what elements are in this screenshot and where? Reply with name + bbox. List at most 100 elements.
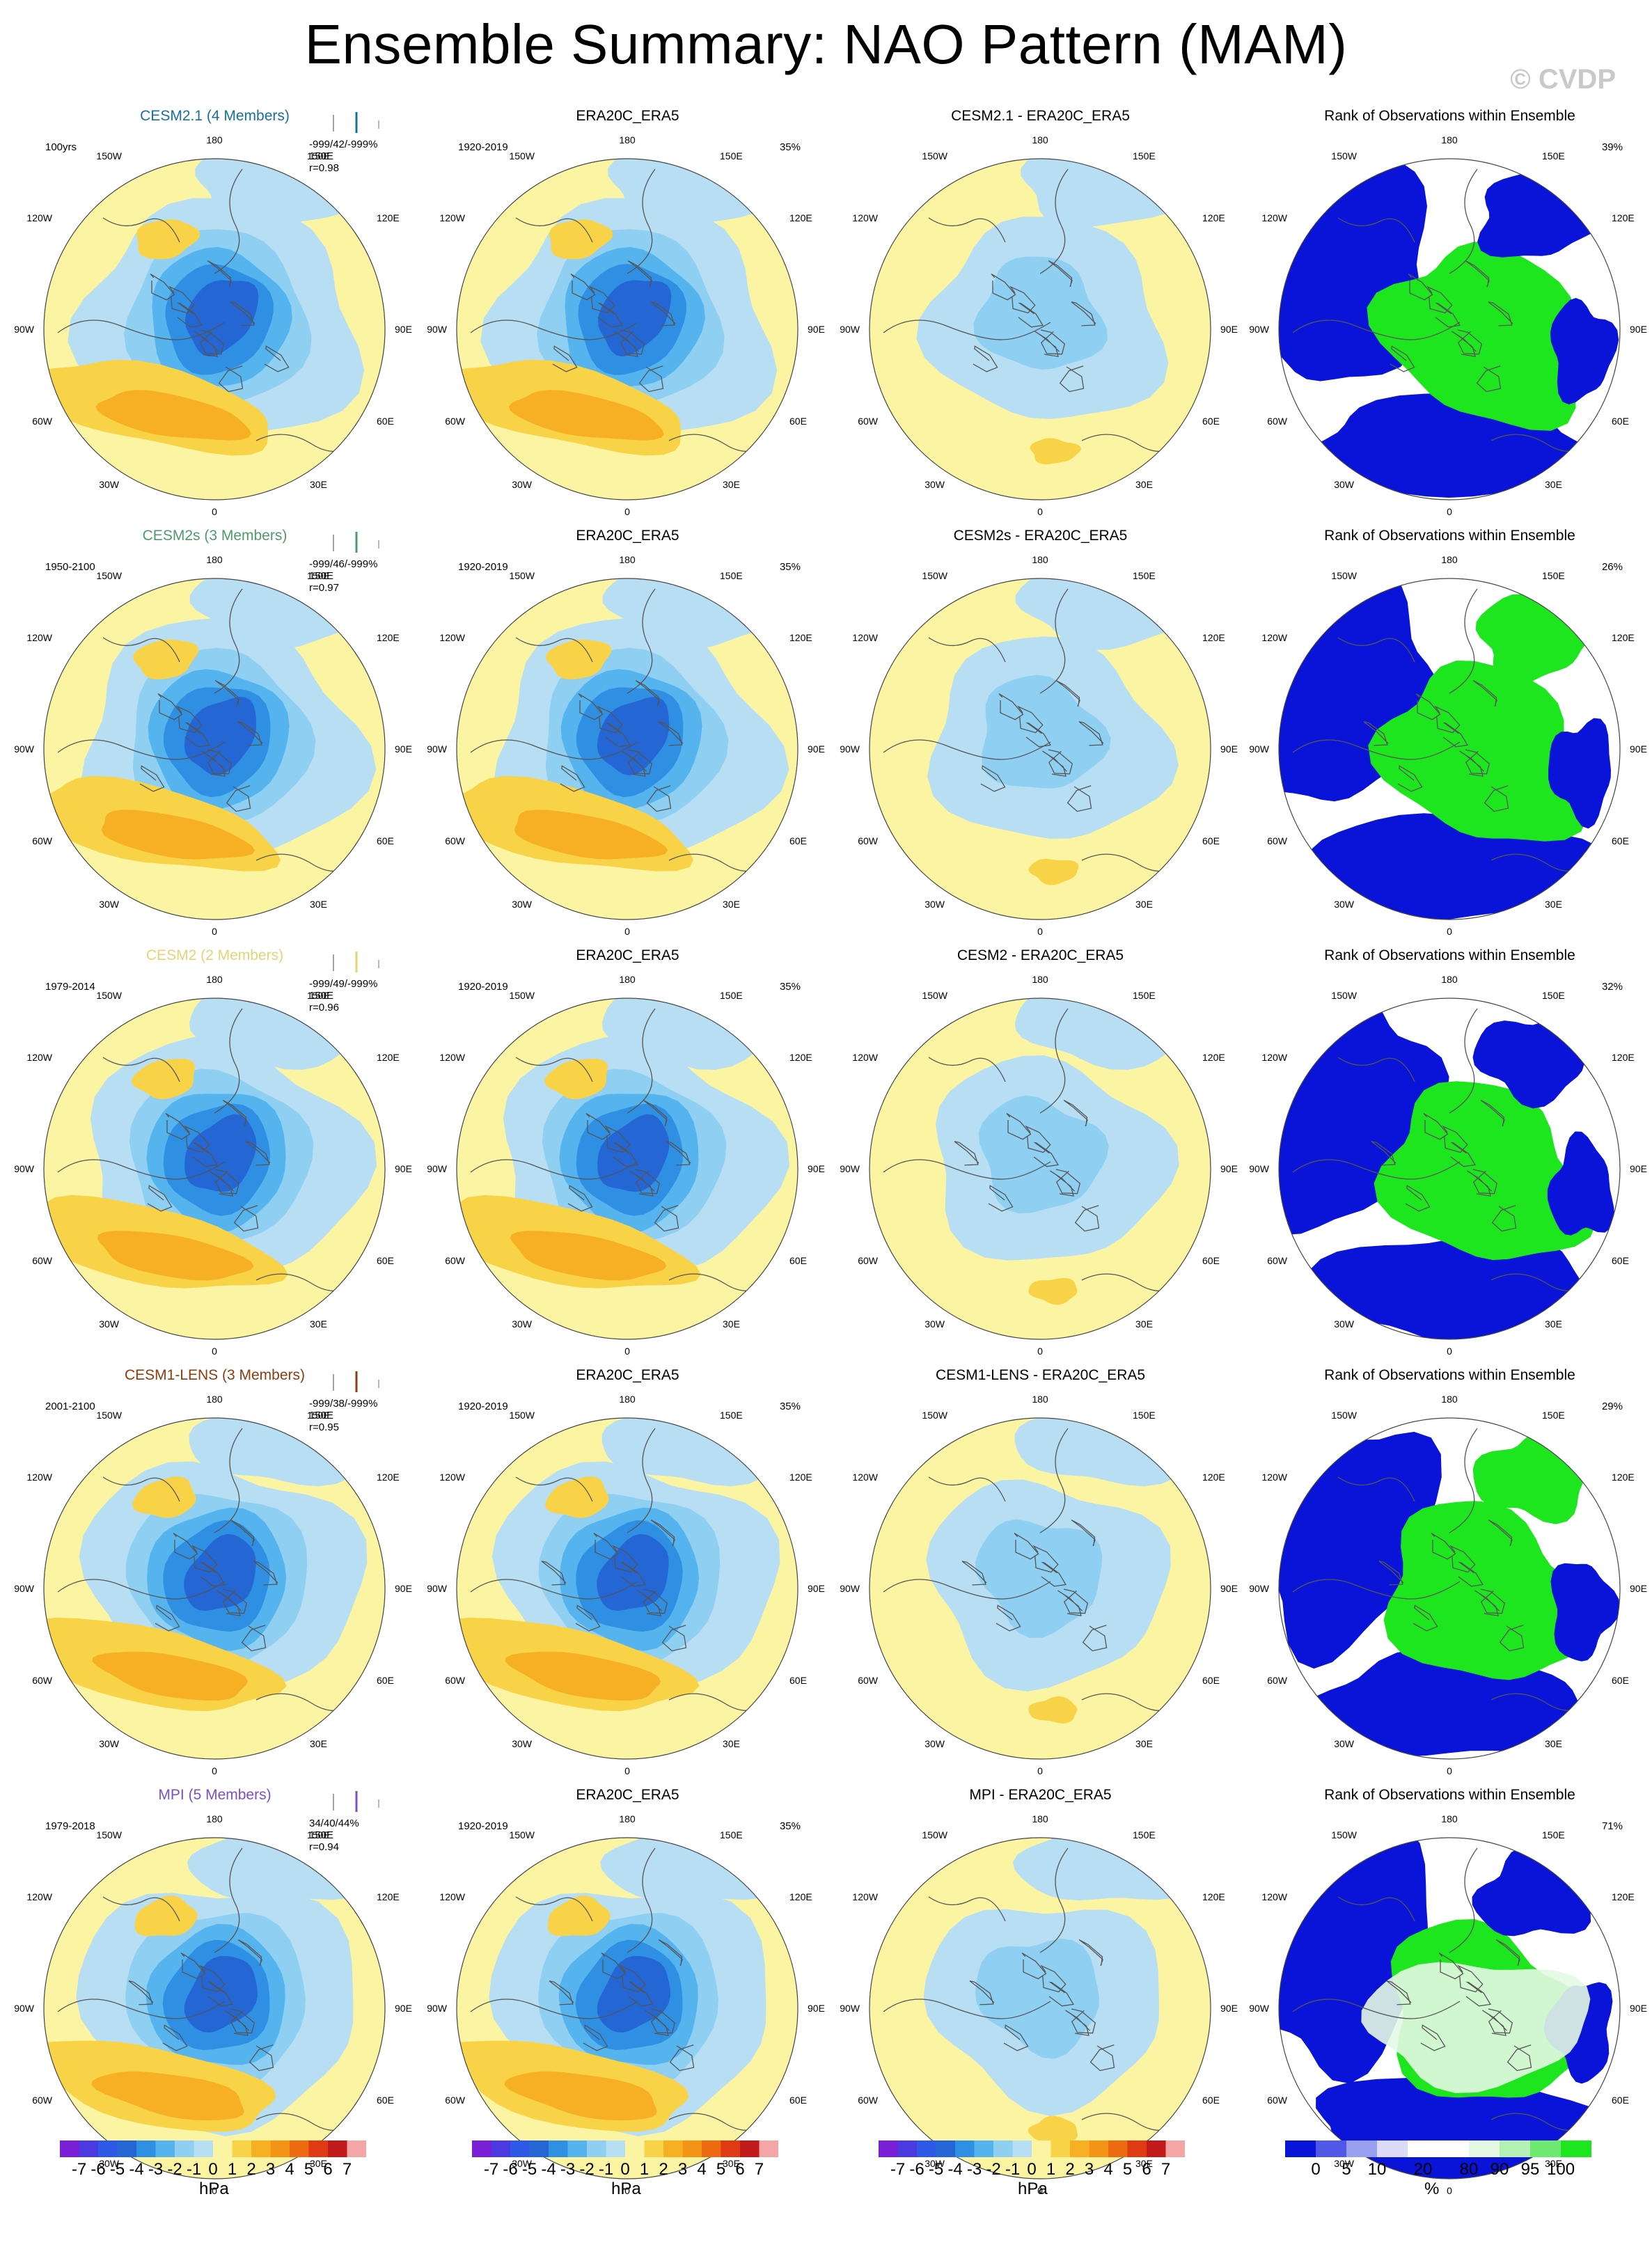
colorbar-tick-label: -7 <box>483 2160 499 2179</box>
coastline <box>1472 1169 1498 1194</box>
colorbar-tick-label: 5 <box>1342 2160 1351 2179</box>
longitude-label: 120W <box>1261 1052 1287 1063</box>
diff-map-panel: 180 150E 120E 90E 60E 30E 0 30W 60W 90W 120W 150W CE… <box>834 528 1247 948</box>
longitude-label: 30W <box>925 899 945 910</box>
colorbar-swatch <box>663 2140 683 2157</box>
coastline <box>1071 1520 1096 1547</box>
obs-title: ERA20C_ERA5 <box>576 108 679 124</box>
longitude-label: 60W <box>858 2095 879 2106</box>
obs-map-panel: 180 150E 120E 90E 60E 30E 0 30W 60W 90W 120W 150W ER… <box>421 1787 834 2207</box>
obs-period: 1920-2019 <box>458 1820 508 1832</box>
longitude-label: 120W <box>439 1891 465 1902</box>
coastline <box>1488 1520 1513 1547</box>
longitude-label: 90W <box>1249 743 1270 755</box>
coastline <box>654 1205 679 1232</box>
colorbar-unit: hPa <box>611 2179 641 2198</box>
coastline <box>207 1981 233 2007</box>
longitude-label: 150E <box>1133 570 1156 581</box>
colorbar-swatch <box>993 2140 1013 2157</box>
longitude-label: 60E <box>377 835 394 846</box>
longitude-label: 180 <box>206 1813 223 1824</box>
longitude-label: 60E <box>1612 416 1629 427</box>
coastline <box>969 1980 995 2005</box>
coastline <box>1021 1953 1047 1980</box>
longitude-label: 60E <box>1612 2095 1629 2106</box>
coastline <box>57 1159 226 1180</box>
coastline <box>214 1847 243 1953</box>
coastline <box>1050 1170 1075 1197</box>
longitude-label: 150E <box>1542 570 1565 581</box>
longitude-label: 0 <box>624 1765 630 1776</box>
polar-stereographic-map: 180 150E 120E 90E 60E 30E 0 30W 60W 90W 120W 150W <box>14 1394 412 1776</box>
rank-map-panel: 180 150E 120E 90E 60E 30E 0 30W 60W 90W 120W 150W Ra… <box>1243 1367 1652 1788</box>
colorbar-swatch <box>682 2140 702 2157</box>
coastline <box>961 1561 987 1586</box>
longitude-label: 60W <box>445 1255 466 1266</box>
map-boundary <box>869 158 1211 500</box>
colorbar-swatch <box>955 2140 975 2157</box>
colorbar-tick-label: 6 <box>1142 2160 1151 2179</box>
coastline <box>928 1057 1006 1082</box>
colorbar-tick-label: 5 <box>304 2160 314 2179</box>
page-title: Ensemble Summary: NAO Pattern (MAM) <box>304 13 1348 75</box>
colorbar-tick-label: 3 <box>1084 2160 1094 2179</box>
map-boundary <box>456 158 799 500</box>
coastline <box>1488 2008 1513 2034</box>
colorbar-swatch <box>1438 2140 1470 2157</box>
colorbar-tick-label: -5 <box>521 2160 537 2179</box>
polar-stereographic-map: 180 150E 120E 90E 60E 30E 0 30W 60W 90W 120W 150W <box>14 554 412 937</box>
coastline <box>1449 588 1478 694</box>
coastline <box>1032 1545 1059 1573</box>
coastline <box>612 1545 638 1573</box>
polar-stereographic-map: 180 150E 120E 90E 60E 30E 0 30W 60W 90W 120W 150W <box>1249 974 1647 1357</box>
longitude-label: 90W <box>1249 1163 1270 1174</box>
coastline <box>560 765 585 792</box>
coastline <box>1480 1588 1506 1614</box>
coastline <box>209 1170 234 1197</box>
coastline <box>1423 1113 1449 1140</box>
colorbar-tick-label: -7 <box>71 2160 87 2179</box>
longitude-label: 120E <box>377 1891 400 1902</box>
colorbar-tick-label: -6 <box>909 2160 925 2179</box>
colorbar-tick-label: -1 <box>186 2160 202 2179</box>
obs-map-panel: 180 150E 120E 90E 60E 30E 0 30W 60W 90W 120W 150W ER… <box>421 947 834 1368</box>
longitude-label: 120E <box>1612 1052 1635 1063</box>
longitude-label: 120W <box>439 1052 465 1063</box>
longitude-label: 90W <box>14 1163 35 1174</box>
colorbar-tick-label: -2 <box>986 2160 1001 2179</box>
coastline <box>1337 217 1415 243</box>
rank-colorbar: 0 5 10 20 80 90 95 100% <box>1285 2132 1591 2209</box>
coastline <box>998 693 1024 720</box>
coastline <box>1426 285 1453 314</box>
coastline <box>1292 320 1461 340</box>
longitude-label: 120W <box>1261 212 1287 223</box>
colorbar-tick-label: 3 <box>677 2160 688 2179</box>
coastline <box>1292 1159 1461 1180</box>
map-boundary <box>43 578 386 920</box>
coastline <box>1459 750 1484 777</box>
longitude-label: 30W <box>99 1738 120 1749</box>
longitude-label: 150W <box>509 990 535 1001</box>
longitude-label: 150W <box>1331 990 1357 1001</box>
coastline <box>1386 1980 1412 2005</box>
longitude-label: 60E <box>1612 835 1629 846</box>
coastline <box>1039 1008 1069 1114</box>
longitude-label: 90W <box>14 1583 35 1594</box>
longitude-label: 30W <box>925 479 945 490</box>
polar-stereographic-map: 180 150E 120E 90E 60E 30E 0 30W 60W 90W 120W 150W <box>1249 1394 1647 1776</box>
rank-map-panel: 180 150E 120E 90E 60E 30E 0 30W 60W 90W 120W 150W Ra… <box>1243 108 1652 528</box>
stat-line: r=0.94 <box>309 1841 339 1853</box>
colorbar-tick-label: 6 <box>323 2160 333 2179</box>
coastline <box>570 274 596 301</box>
longitude-label: 0 <box>212 1346 217 1357</box>
longitude-label: 180 <box>1441 1813 1458 1824</box>
longitude-label: 30W <box>512 1318 533 1330</box>
obs-period: 1920-2019 <box>458 981 508 993</box>
coastline <box>1491 1205 1517 1232</box>
longitude-label: 60W <box>1267 1675 1288 1686</box>
coastline <box>635 1169 661 1194</box>
longitude-label: 90W <box>14 743 35 755</box>
longitude-label: 30E <box>723 899 740 910</box>
pattern-statistics: -999/46/-999% 150E r=0.97 <box>309 558 377 594</box>
coastline <box>147 1185 173 1212</box>
